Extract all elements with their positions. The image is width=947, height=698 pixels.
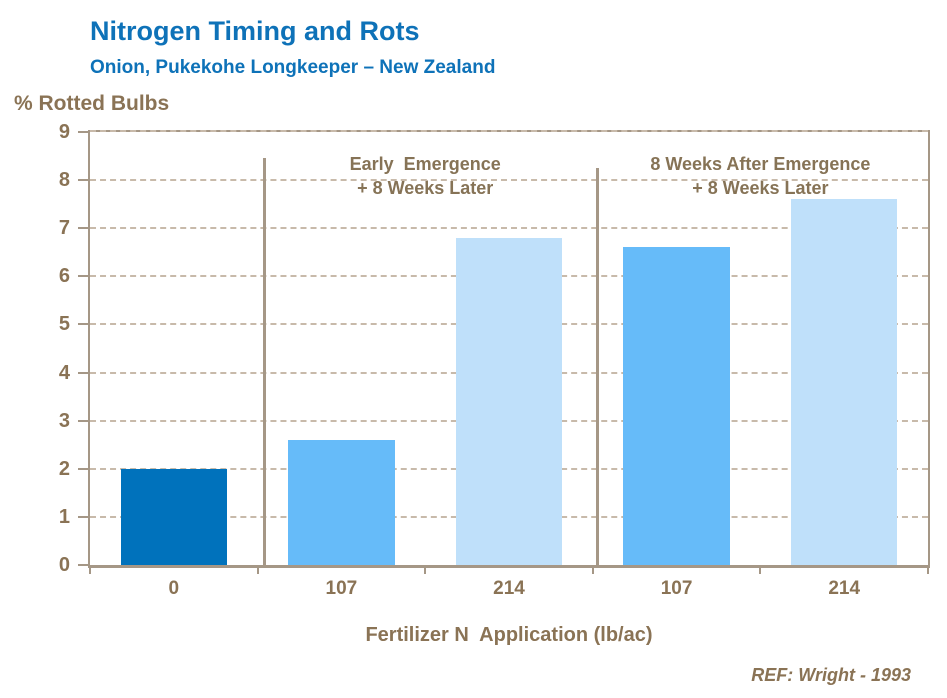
reference-text: REF: Wright - 1993	[751, 665, 911, 685]
group-annotation-line1: Early Emergence	[349, 154, 501, 174]
x-category-label-1: 107	[325, 578, 358, 599]
y-tick-label-7: 7	[58, 217, 70, 240]
y-tick-label-8: 8	[58, 169, 70, 192]
y-tick-label-9: 9	[58, 121, 70, 143]
y-tick-label-1: 1	[58, 505, 70, 528]
x-category-label-2: 214	[493, 578, 525, 599]
y-tick-7	[78, 227, 88, 230]
chart-title: Nitrogen Timing and Rots	[90, 16, 420, 46]
x-tick-0	[89, 565, 91, 574]
y-tick-label-0: 0	[58, 554, 70, 576]
y-tick-6	[78, 275, 88, 278]
y-tick-1	[78, 515, 88, 518]
y-tick-label-3: 3	[58, 409, 70, 432]
bar-214-lb-ac-2	[455, 237, 563, 565]
y-tick-8	[78, 179, 88, 182]
y-tick-9	[78, 131, 88, 133]
group-annotation-line2: + 8 Weeks Later	[357, 178, 494, 198]
y-tick-label-2: 2	[58, 457, 70, 480]
gridline-y-7	[90, 227, 928, 230]
y-tick-label-6: 6	[58, 265, 70, 288]
y-axis-title: % Rotted Bulbs	[14, 92, 170, 115]
group-annotation-line1: 8 Weeks After Emergence	[650, 154, 871, 174]
chart-subtitle: Onion, Pukekohe Longkeeper – New Zealand	[90, 57, 496, 78]
y-tick-label-4: 4	[58, 361, 70, 384]
group-divider-line-1	[262, 158, 266, 565]
group-divider-line-2	[595, 168, 599, 565]
gridline-y-8	[90, 179, 928, 182]
bar-107-lb-ac-1	[288, 439, 395, 565]
group-annotation-line2: + 8 Weeks Later	[692, 178, 829, 198]
x-tick-1	[256, 565, 259, 574]
group-annotation-8-weeks-after-emergence: 8 Weeks After Emergence + 8 Weeks Later	[593, 152, 928, 200]
gridline-y-9	[90, 130, 928, 132]
y-tick-5	[78, 323, 88, 326]
bar-107-lb-ac-3	[623, 247, 730, 565]
plot-area: Early Emergence + 8 Weeks Later 8 Weeks …	[59, 121, 930, 599]
y-tick-3	[78, 419, 88, 422]
y-tick-2	[78, 467, 88, 470]
y-tick-label-5: 5	[58, 313, 70, 336]
x-category-label-4: 214	[828, 578, 861, 599]
x-tick-2	[424, 565, 427, 574]
group-annotation-early-emergence: Early Emergence + 8 Weeks Later	[258, 152, 593, 200]
x-tick-3	[591, 565, 594, 574]
y-tick-0	[78, 564, 88, 566]
bar-214-lb-ac-4	[790, 199, 898, 565]
y-tick-4	[78, 371, 88, 374]
x-tick-4	[759, 565, 762, 574]
x-category-label-0: 0	[168, 578, 180, 599]
x-tick-5	[927, 565, 929, 574]
x-category-label-3: 107	[660, 578, 693, 599]
bar-0-lb-ac-0	[120, 468, 227, 565]
x-axis-title: Fertilizer N Application (lb/ac)	[365, 624, 653, 646]
